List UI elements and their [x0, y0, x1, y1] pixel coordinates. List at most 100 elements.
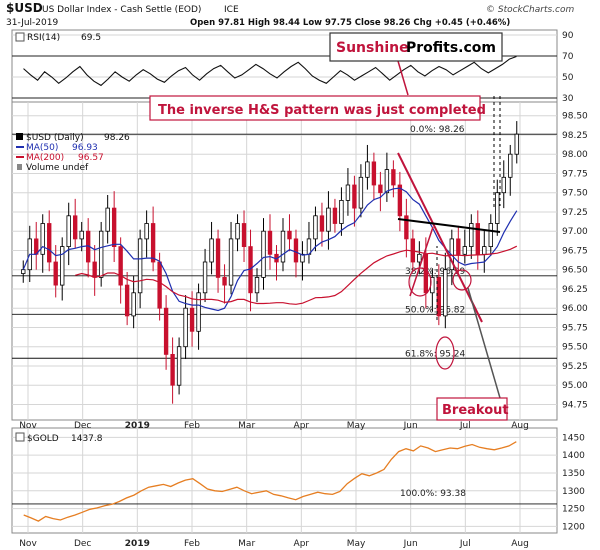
price-x-tick-label: Nov	[19, 421, 37, 431]
candle-body	[313, 215, 318, 240]
candle-body	[371, 161, 377, 186]
candle-body	[378, 184, 383, 194]
rsi-legend-label: RSI(14)	[27, 33, 60, 43]
ma50-legend-value: 96.93	[72, 143, 98, 153]
candle-body	[358, 176, 364, 209]
price-y-tick-label: 95.00	[562, 381, 588, 391]
right-shoulder-ellipse	[452, 269, 472, 291]
head-ellipse	[435, 336, 455, 370]
candle-body	[202, 261, 208, 294]
candle-body	[482, 246, 487, 255]
candle-body	[183, 307, 188, 348]
candle-body	[254, 276, 260, 294]
candle-body	[404, 215, 409, 240]
candle-body	[118, 246, 123, 286]
price-y-tick-label: 95.50	[562, 343, 588, 353]
candle-body	[228, 238, 234, 286]
price-x-tick-label: Mar	[238, 421, 255, 431]
rsi-y-tick-label: 70	[562, 52, 574, 62]
candle-body	[215, 238, 221, 278]
candle-body	[501, 176, 506, 194]
candle-body	[21, 269, 26, 274]
ma200-legend-value: 96.57	[78, 153, 104, 163]
gold-panel-frame	[11, 427, 558, 534]
candle-body	[105, 207, 110, 232]
price-y-tick-label: 98.00	[562, 150, 588, 160]
rsi-series-layer	[23, 55, 517, 87]
candle-body	[456, 238, 461, 255]
price-y-tick-label: 96.75	[562, 246, 588, 256]
moving-averages-layer	[22, 187, 518, 312]
price-y-tick-label: 97.75	[562, 169, 588, 179]
candle-body	[176, 346, 182, 386]
fib-label: 38.2%: 96.99	[405, 267, 466, 277]
candle-body	[189, 307, 195, 332]
candles-layer	[21, 121, 519, 404]
price-y-tick-label: 96.00	[562, 304, 588, 314]
price-x-tick-label: Dec	[74, 421, 91, 431]
gold-x-tick-label: Jun	[403, 539, 418, 549]
breakout-callout: Breakout	[436, 397, 509, 421]
candle-body	[339, 199, 344, 224]
candle-body	[47, 223, 52, 263]
candle-body	[319, 215, 325, 232]
candle-body	[144, 223, 149, 240]
rsi-y-tick-label: 50	[562, 73, 574, 83]
gold-line	[23, 441, 517, 522]
breakout-callout-frame	[436, 397, 508, 421]
candle-body	[124, 284, 130, 317]
rsi-y-tick-label: 90	[562, 31, 574, 41]
candle-body	[131, 292, 136, 317]
pattern-callout-text: The inverse H&S pattern was just complet…	[158, 103, 486, 118]
gold-y-tick-label: 1300	[562, 487, 585, 497]
brand-name-part1: Sunshine	[336, 40, 409, 56]
candle-body	[488, 223, 493, 248]
ma50-legend-label: MA(50)	[26, 143, 58, 153]
candle-body	[469, 223, 474, 248]
fib-label: 0.0%: 98.26	[410, 125, 465, 135]
candle-body	[222, 276, 227, 286]
candle-body	[163, 307, 169, 355]
watermark: © StockCharts.com	[486, 5, 575, 15]
gold-series-layer	[23, 441, 517, 522]
candle-body	[495, 192, 500, 224]
price-y-tick-label: 97.00	[562, 227, 588, 237]
brand-badge: Sunshine Profits.com	[329, 32, 503, 62]
gold-legend-swatch	[15, 432, 25, 442]
price-x-tick-label: Feb	[184, 421, 200, 431]
gold-fib-label: 100.0%: 93.38	[400, 489, 466, 499]
pattern-callout: The inverse H&S pattern was just complet…	[149, 95, 486, 121]
gold-x-tick-label: May	[347, 539, 366, 549]
candle-body	[287, 230, 292, 240]
annotations-layer	[397, 60, 501, 399]
levels-layer: 0.0%: 98.26 38.2%: 96.99 50.0%: 96.82 61.8%…	[12, 55, 557, 505]
candle-body	[79, 230, 84, 240]
gold-x-tick-label: Dec	[74, 539, 91, 549]
gold-legend: $GOLD 1437.8	[15, 432, 103, 444]
price-x-tick-label: Jul	[459, 421, 471, 431]
price-legend-value: 98.26	[104, 133, 130, 143]
candle-body	[397, 184, 403, 217]
candle-body	[417, 253, 422, 263]
candle-body	[280, 230, 286, 263]
rsi-line	[23, 55, 517, 87]
price-legend-label: $USD (Daily)	[26, 133, 84, 143]
price-y-tick-label: 97.25	[562, 208, 588, 218]
candle-body	[326, 207, 331, 232]
gold-legend-label: $GOLD	[27, 434, 59, 444]
volume-legend-swatch	[17, 164, 22, 170]
candle-body	[443, 269, 448, 317]
candle-body	[196, 292, 201, 332]
price-x-tick-label: Apr	[294, 421, 310, 431]
shoulder-line	[409, 226, 434, 297]
candle-body	[352, 184, 357, 209]
gold-y-tick-label: 1350	[562, 469, 585, 479]
candle-body	[332, 207, 338, 224]
brand-pointer	[397, 60, 409, 96]
rsi-legend-value: 69.5	[81, 33, 101, 43]
rsi-y-tick-label: 30	[562, 94, 574, 104]
gold-y-tick-label: 1400	[562, 451, 585, 461]
quote-line: Open 97.81 High 98.44 Low 97.75 Close 98…	[190, 18, 510, 28]
candle-body	[60, 246, 65, 286]
